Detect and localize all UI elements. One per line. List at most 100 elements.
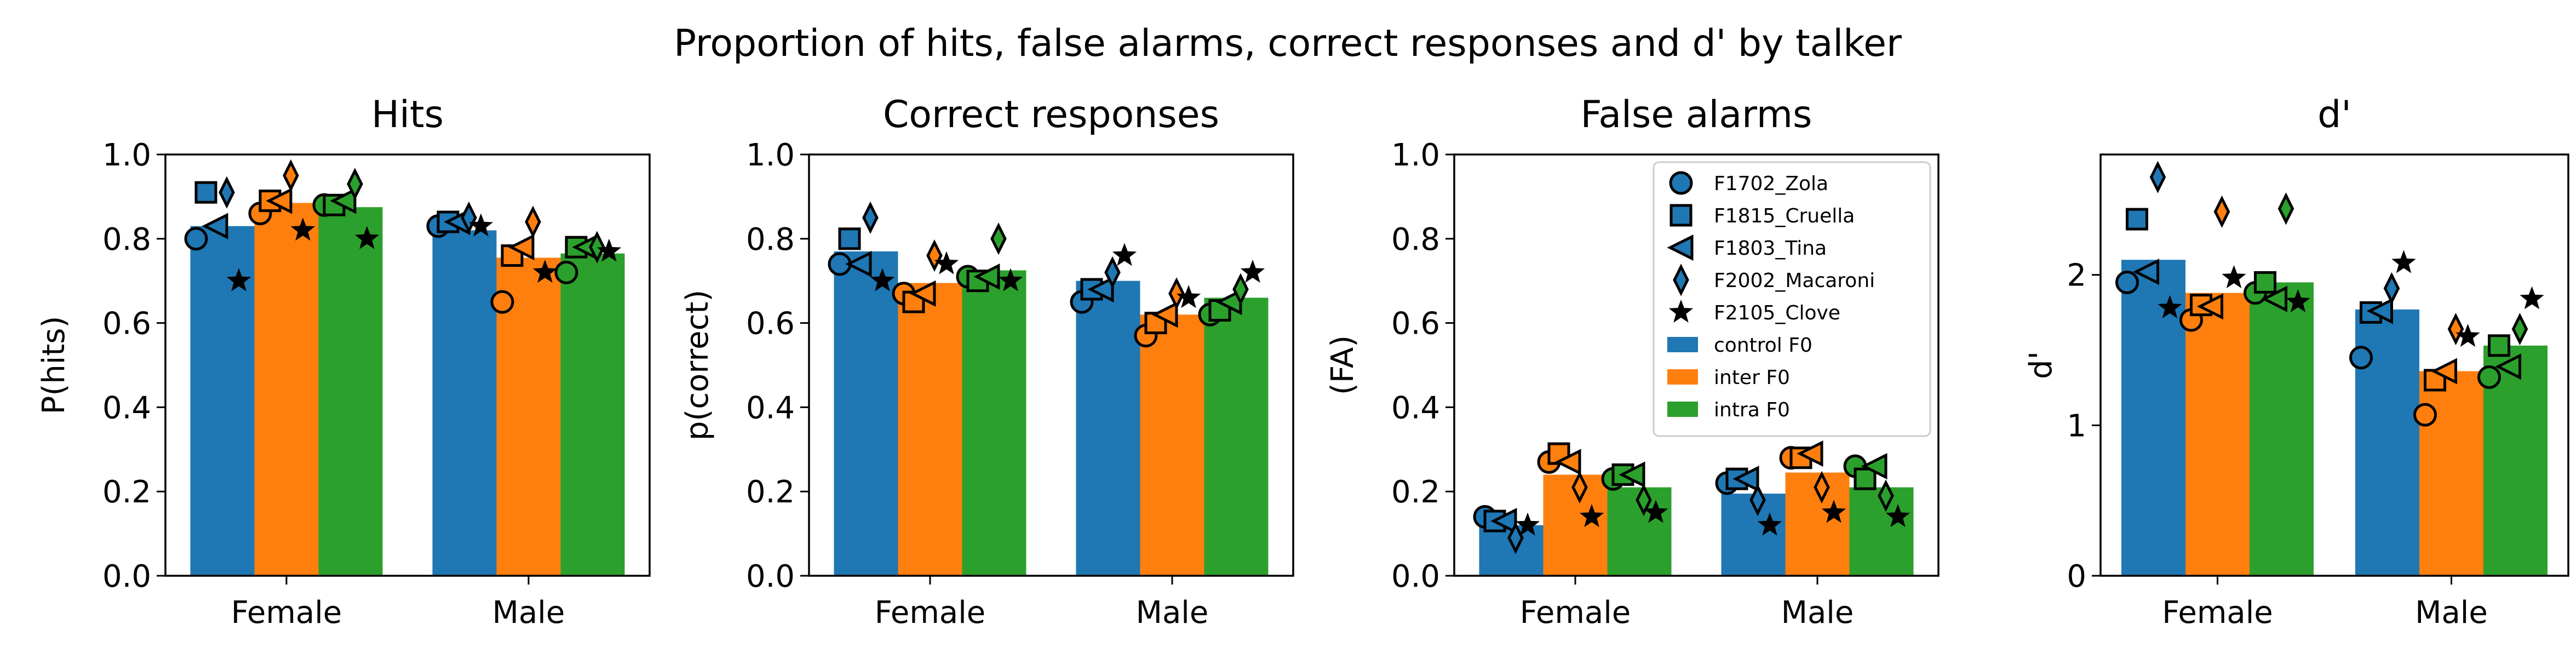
talker-marker-star bbox=[532, 260, 558, 283]
talker-marker-triangle-left bbox=[1732, 466, 1759, 493]
y-tick-label: 0.2 bbox=[102, 474, 151, 510]
figure-title: Proportion of hits, false alarms, correc… bbox=[674, 22, 1902, 65]
y-tick-label: 0.0 bbox=[1391, 559, 1440, 594]
x-tick-label: Female bbox=[231, 595, 342, 631]
bar-male-0 bbox=[1076, 280, 1140, 576]
talker-marker-star bbox=[998, 268, 1023, 291]
talker-marker-triangle-left bbox=[2494, 353, 2521, 380]
talker-marker-triangle-left bbox=[845, 250, 872, 277]
y-tick-label: 0.0 bbox=[746, 559, 795, 594]
talker-marker-triangle-left bbox=[909, 280, 936, 307]
talker-marker-square bbox=[1208, 299, 1231, 322]
axes-frame bbox=[808, 153, 1294, 577]
talker-marker-triangle-left bbox=[1490, 507, 1517, 535]
talker-marker-triangle-left bbox=[2196, 293, 2223, 320]
talker-marker-thin-diamond bbox=[525, 205, 541, 238]
panel-title: Hits bbox=[371, 93, 444, 136]
bar-female-1 bbox=[254, 203, 319, 576]
talker-marker-circle bbox=[490, 290, 514, 314]
legend-label: F1803_Tina bbox=[1714, 237, 1827, 260]
talker-marker-star bbox=[870, 268, 895, 291]
legend: F1702_Zola F1815_Cruella F1803_Tina F2002_M… bbox=[1653, 161, 1931, 437]
y-tick-label: 1 bbox=[2067, 408, 2086, 444]
bar-male-0 bbox=[432, 230, 497, 576]
talker-marker-star bbox=[2520, 286, 2544, 310]
legend-marker-square bbox=[1669, 204, 1693, 227]
talker-marker-thin-diamond bbox=[1168, 277, 1185, 310]
legend-label: F1815_Cruella bbox=[1714, 205, 1855, 227]
x-tick-label: Male bbox=[2415, 595, 2488, 631]
talker-marker-triangle-left bbox=[2132, 259, 2159, 285]
x-tick-label: Female bbox=[875, 595, 985, 631]
axes-frame bbox=[164, 153, 651, 577]
axes-frame bbox=[1453, 153, 1940, 577]
y-tick-label: 0.4 bbox=[102, 390, 151, 426]
talker-marker-thin-diamond bbox=[2277, 192, 2294, 225]
legend-swatch bbox=[1667, 337, 1698, 352]
talker-marker-triangle-left bbox=[508, 234, 535, 261]
talker-marker-square bbox=[2488, 334, 2510, 357]
talker-marker-thin-diamond bbox=[862, 201, 879, 234]
talker-marker-star bbox=[1885, 504, 1911, 528]
talker-marker-star bbox=[2158, 295, 2182, 318]
talker-marker-star bbox=[596, 238, 622, 262]
talker-marker-star bbox=[290, 217, 315, 241]
legend-box bbox=[1653, 161, 1931, 437]
x-tick-label: Female bbox=[1520, 595, 1631, 631]
talker-marker-thin-diamond bbox=[1814, 471, 1830, 504]
bar-male-1 bbox=[1140, 314, 1204, 576]
talker-marker-thin-diamond bbox=[1749, 483, 1766, 517]
y-axis-label: d' bbox=[2023, 351, 2059, 379]
talker-marker-star bbox=[1240, 260, 1265, 283]
y-tick-label: 0.6 bbox=[102, 306, 151, 342]
legend-marker-circle bbox=[1669, 171, 1693, 195]
talker-marker-thin-diamond bbox=[2213, 195, 2230, 228]
talker-marker-star bbox=[2222, 265, 2246, 289]
talker-marker-star bbox=[1579, 504, 1604, 528]
talker-marker-square bbox=[2254, 271, 2276, 294]
talker-marker-thin-diamond bbox=[283, 159, 299, 192]
bar-female-0 bbox=[834, 251, 898, 576]
y-tick-label: 0.6 bbox=[746, 306, 795, 342]
talker-marker-thin-diamond bbox=[347, 168, 363, 201]
panel-title: False alarms bbox=[1581, 93, 1812, 136]
panel-title: d' bbox=[2317, 93, 2351, 136]
legend-label: intra F0 bbox=[1714, 399, 1790, 421]
talker-marker-star bbox=[1515, 512, 1540, 536]
talker-marker-triangle-left bbox=[202, 213, 228, 239]
talker-marker-circle bbox=[2413, 403, 2437, 427]
chart-panel-1: 0.0 0.2 0.4 0.6 0.8 1.0 Female Male Hits P(hits) bbox=[36, 93, 651, 631]
legend-label: F2002_Macaroni bbox=[1714, 270, 1875, 292]
talker-marker-triangle-left bbox=[2430, 358, 2457, 385]
chart-panel-2: 0.0 0.2 0.4 0.6 0.8 1.0 Female Male Correct resp… bbox=[680, 93, 1294, 631]
x-tick-label: Male bbox=[1136, 595, 1209, 631]
y-tick-label: 0.4 bbox=[746, 390, 795, 426]
talker-marker-thin-diamond bbox=[2511, 312, 2528, 346]
y-tick-label: 0.8 bbox=[102, 222, 151, 257]
legend-marker-star bbox=[1668, 299, 1694, 323]
bar-female-2 bbox=[2250, 282, 2314, 576]
legend-marker-thin-diamond bbox=[1673, 264, 1689, 296]
y-tick-label: 0.6 bbox=[1391, 306, 1440, 342]
talker-marker-thin-diamond bbox=[1636, 483, 1652, 517]
talker-marker-square bbox=[1854, 467, 1877, 490]
talker-marker-star bbox=[2455, 324, 2480, 347]
talker-marker-triangle-left bbox=[1151, 301, 1178, 328]
legend-label: inter F0 bbox=[1714, 367, 1790, 389]
talker-marker-star bbox=[934, 251, 959, 274]
talker-marker-triangle-left bbox=[1087, 276, 1114, 303]
legend-swatch bbox=[1667, 402, 1698, 417]
bar-female-2 bbox=[318, 207, 383, 576]
talker-marker-star bbox=[1112, 243, 1137, 266]
talker-marker-thin-diamond bbox=[990, 222, 1007, 255]
talker-marker-square bbox=[2126, 208, 2148, 231]
x-tick-label: Male bbox=[1781, 595, 1854, 631]
bar-female-1 bbox=[2185, 293, 2250, 576]
y-axis-label: p(correct) bbox=[680, 290, 715, 440]
talker-marker-star bbox=[2391, 250, 2416, 273]
talker-marker-circle bbox=[2349, 346, 2373, 370]
talker-marker-triangle-left bbox=[266, 187, 292, 214]
talker-marker-triangle-left bbox=[1554, 449, 1581, 476]
